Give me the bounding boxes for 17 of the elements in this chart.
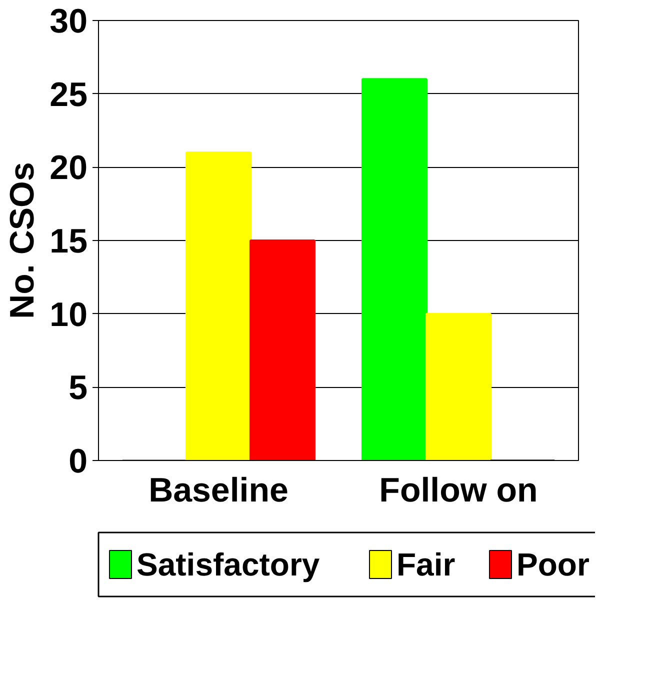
y-tick-label: 30 xyxy=(50,2,88,40)
y-tick-label: 15 xyxy=(50,222,88,260)
y-tick-label: 0 xyxy=(68,442,88,480)
x-tick-label: Baseline xyxy=(148,472,288,510)
y-tick-label: 20 xyxy=(50,149,88,188)
bar xyxy=(250,240,316,460)
y-tick-label: 5 xyxy=(68,369,88,408)
bar xyxy=(362,78,428,460)
y-axis-title: No. CSOs xyxy=(4,162,42,319)
y-tick-label: 25 xyxy=(50,76,88,114)
legend-label: Satisfactory xyxy=(136,546,320,582)
bar xyxy=(186,152,252,460)
x-tick-label: Follow on xyxy=(379,472,538,510)
bar xyxy=(426,312,492,460)
legend-label: Poor xyxy=(516,546,590,582)
y-tick-label: 10 xyxy=(50,296,88,334)
legend-label: Fair xyxy=(396,546,456,582)
